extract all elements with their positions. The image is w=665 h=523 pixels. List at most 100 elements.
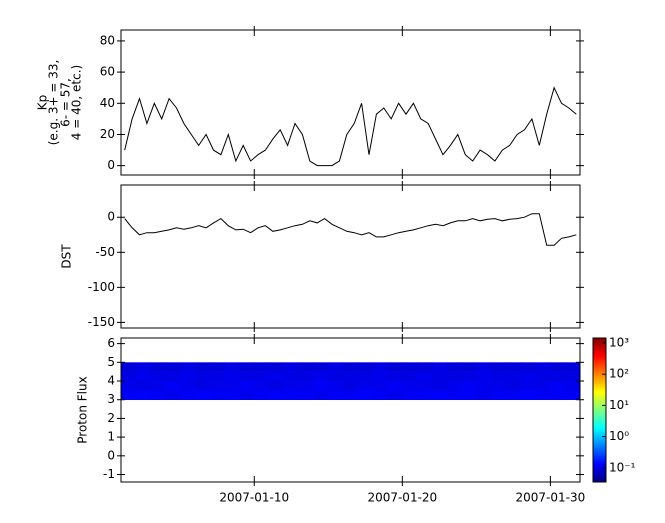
y-tick-label: 60 <box>100 65 115 79</box>
spectrogram-cell <box>165 381 181 391</box>
spectrogram-cell <box>298 371 314 382</box>
colorbar-segment <box>593 366 606 369</box>
spectrogram-cell <box>446 381 463 391</box>
spectrogram-cell <box>476 371 492 382</box>
spectrogram-cell <box>446 371 463 382</box>
spectrogram-cell <box>269 390 285 401</box>
spectrogram-cell <box>461 390 477 401</box>
spectrogram-cell <box>254 362 270 372</box>
colorbar-segment <box>593 452 606 455</box>
colorbar-segment <box>593 416 606 419</box>
spectrogram-cell <box>195 381 211 391</box>
spectrogram-cell <box>550 371 566 382</box>
y-tick-label: 40 <box>100 96 115 110</box>
spectrogram-cell <box>565 371 581 382</box>
spectrogram-cell <box>505 362 522 372</box>
spectrogram-cell <box>387 362 403 372</box>
colorbar-segment <box>593 462 606 465</box>
spectrogram-cell <box>535 371 551 382</box>
spectrogram-cell <box>209 362 226 372</box>
y-tick-label: 2 <box>107 411 115 425</box>
spectrogram-cell <box>195 390 211 401</box>
spectrogram-cell <box>372 390 389 401</box>
spectrogram-cell <box>535 362 551 372</box>
x-tick-label: 2007-01-20 <box>367 491 437 505</box>
spectrogram-cell <box>431 362 448 372</box>
colorbar-segment <box>593 478 606 481</box>
spectrogram-cell <box>269 362 285 372</box>
y-axis-label: DST <box>60 244 74 269</box>
spectrogram-cell <box>180 362 196 372</box>
colorbar-segment <box>593 394 606 397</box>
y-tick-label: 0 <box>107 158 115 172</box>
colorbar-segment <box>593 392 606 395</box>
spectrogram-cell <box>239 381 255 391</box>
colorbar-segment <box>593 466 606 469</box>
spectrogram-cell <box>357 381 374 391</box>
spectrogram-cell <box>535 390 551 401</box>
spectrogram-cell <box>239 362 255 372</box>
colorbar-segment <box>593 364 606 367</box>
spectrogram-cell <box>402 390 418 401</box>
spectrogram-cell <box>343 390 359 401</box>
colorbar-segment <box>593 442 606 445</box>
colorbar-segment <box>593 346 606 349</box>
spectrogram-cell <box>535 381 551 391</box>
spectrogram-cell <box>417 381 433 391</box>
spectrogram-cell <box>402 362 418 372</box>
spectrogram-cell <box>239 371 255 382</box>
spectrogram-cell <box>446 362 463 372</box>
spectrogram-cell <box>283 362 300 372</box>
colorbar-segment <box>593 470 606 473</box>
y-tick-label: 5 <box>107 355 115 369</box>
spectrogram-cell <box>461 371 477 382</box>
spectrogram-cell <box>195 362 211 372</box>
colorbar-segment <box>593 352 606 355</box>
y-tick-label: 0 <box>107 448 115 462</box>
colorbar-segment <box>593 338 606 341</box>
colorbar-segment <box>593 472 606 475</box>
spectrogram-cell <box>491 371 507 382</box>
colorbar-segment <box>593 396 606 399</box>
spectrogram-cell <box>357 390 374 401</box>
spectrogram-cell <box>298 362 314 372</box>
spectrogram-cell <box>269 381 285 391</box>
spectrogram-cell <box>402 381 418 391</box>
colorbar-segment <box>593 428 606 431</box>
spectrogram-cell <box>417 362 433 372</box>
colorbar-segment <box>593 350 606 353</box>
colorbar-segment <box>593 340 606 343</box>
colorbar-segment <box>593 476 606 479</box>
spectrogram-cell <box>357 362 374 372</box>
spectrogram-cell <box>135 362 152 372</box>
y-tick-label: 4 <box>107 374 115 388</box>
spectrogram-cell <box>135 390 152 401</box>
colorbar-segment <box>593 448 606 451</box>
spectrogram-cell <box>209 381 226 391</box>
spectrogram-cell <box>150 371 166 382</box>
spectrogram-cell <box>135 371 152 382</box>
colorbar-segment <box>593 474 606 477</box>
spectrogram-cell <box>402 371 418 382</box>
colorbar-tick-label: 10¹ <box>609 398 629 412</box>
plot-frame <box>120 184 581 329</box>
colorbar-segment <box>593 438 606 441</box>
spectrogram-cell <box>313 381 329 391</box>
colorbar-segment <box>593 434 606 437</box>
colorbar-segment <box>593 424 606 427</box>
spectrogram-cell <box>150 390 166 401</box>
spectrogram-cell <box>343 381 359 391</box>
spectrogram-cell <box>505 390 522 401</box>
colorbar-segment <box>593 410 606 413</box>
spectrogram-cell <box>180 390 196 401</box>
colorbar-segment <box>593 372 606 375</box>
spectrogram-cell <box>550 390 566 401</box>
y-tick-label: -50 <box>95 245 115 259</box>
spectrogram-cell <box>298 381 314 391</box>
colorbar-segment <box>593 384 606 387</box>
colorbar-segment <box>593 454 606 457</box>
spectrogram-cell <box>550 362 566 372</box>
spectrogram-cell <box>328 381 344 391</box>
spectrogram-cell <box>150 362 166 372</box>
spectrogram-cell <box>372 381 389 391</box>
